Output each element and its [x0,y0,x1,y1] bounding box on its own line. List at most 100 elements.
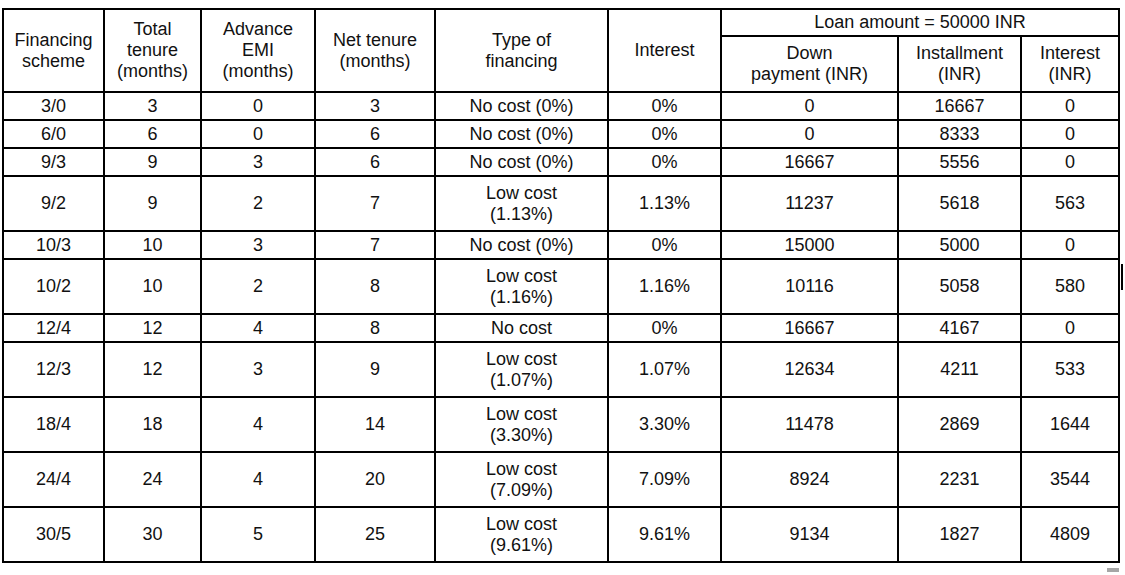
header-net-tenure: Net tenure (months) [315,9,435,92]
cell-installment: 2869 [898,397,1021,452]
cell-down-payment: 16667 [721,314,898,342]
financing-schemes-table: Financing scheme Total tenure (months) A… [2,8,1120,563]
cell-net-tenure: 9 [315,342,435,397]
cell-advance-emi: 4 [201,452,315,507]
cell-scheme: 3/0 [3,92,104,120]
header-row-1: Financing scheme Total tenure (months) A… [3,9,1119,36]
cell-interest: 1.07% [608,342,721,397]
header-installment: Installment (INR) [898,36,1021,92]
table-row: 9/3 9 3 6 No cost (0%) 0% 16667 5556 0 [3,148,1119,176]
cell-interest: 9.61% [608,507,721,562]
cell-advance-emi: 3 [201,148,315,176]
cell-scheme: 24/4 [3,452,104,507]
cell-installment: 4167 [898,314,1021,342]
cell-type: Low cost (3.30%) [435,397,608,452]
cell-interest-inr: 580 [1021,259,1119,314]
cell-installment: 8333 [898,120,1021,148]
cell-type: No cost (0%) [435,92,608,120]
cell-interest-inr: 563 [1021,176,1119,231]
cell-down-payment: 16667 [721,148,898,176]
cell-advance-emi: 4 [201,397,315,452]
cell-total-tenure: 12 [104,314,201,342]
cell-installment: 5000 [898,231,1021,259]
cell-interest: 0% [608,92,721,120]
cell-advance-emi: 0 [201,92,315,120]
cell-interest: 0% [608,148,721,176]
header-down-payment: Down payment (INR) [721,36,898,92]
header-total-tenure: Total tenure (months) [104,9,201,92]
cell-type: No cost [435,314,608,342]
cell-net-tenure: 20 [315,452,435,507]
cell-type: Low cost (1.07%) [435,342,608,397]
cell-down-payment: 8924 [721,452,898,507]
cell-interest-inr: 533 [1021,342,1119,397]
cell-net-tenure: 8 [315,259,435,314]
table-row: 18/4 18 4 14 Low cost (3.30%) 3.30% 1147… [3,397,1119,452]
cell-net-tenure: 6 [315,148,435,176]
cell-interest: 1.16% [608,259,721,314]
table-row: 24/4 24 4 20 Low cost (7.09%) 7.09% 8924… [3,452,1119,507]
header-advance-emi: Advance EMI (months) [201,9,315,92]
table-row: 3/0 3 0 3 No cost (0%) 0% 0 16667 0 [3,92,1119,120]
cell-down-payment: 12634 [721,342,898,397]
table-row: 12/3 12 3 9 Low cost (1.07%) 1.07% 12634… [3,342,1119,397]
cell-total-tenure: 12 [104,342,201,397]
cell-down-payment: 11237 [721,176,898,231]
cell-down-payment: 11478 [721,397,898,452]
cell-total-tenure: 24 [104,452,201,507]
cell-net-tenure: 7 [315,176,435,231]
cell-advance-emi: 0 [201,120,315,148]
cell-total-tenure: 30 [104,507,201,562]
cell-total-tenure: 10 [104,231,201,259]
header-financing-scheme: Financing scheme [3,9,104,92]
cell-scheme: 6/0 [3,120,104,148]
cell-total-tenure: 9 [104,148,201,176]
cell-type: Low cost (1.16%) [435,259,608,314]
cell-scheme: 30/5 [3,507,104,562]
cell-scheme: 12/4 [3,314,104,342]
header-interest: Interest [608,9,721,92]
cell-installment: 5556 [898,148,1021,176]
cell-interest-inr: 0 [1021,120,1119,148]
table-row: 10/2 10 2 8 Low cost (1.16%) 1.16% 10116… [3,259,1119,314]
cell-interest: 0% [608,120,721,148]
cell-net-tenure: 6 [315,120,435,148]
cell-total-tenure: 3 [104,92,201,120]
cell-net-tenure: 8 [315,314,435,342]
cell-type: Low cost (7.09%) [435,452,608,507]
cell-scheme: 10/2 [3,259,104,314]
cell-type: Low cost (9.61%) [435,507,608,562]
table-row: 30/5 30 5 25 Low cost (9.61%) 9.61% 9134… [3,507,1119,562]
cell-interest: 0% [608,314,721,342]
cell-down-payment: 0 [721,120,898,148]
cell-down-payment: 15000 [721,231,898,259]
resize-handle-artifact [1107,568,1119,572]
cell-down-payment: 10116 [721,259,898,314]
cell-interest-inr: 0 [1021,148,1119,176]
cell-scheme: 12/3 [3,342,104,397]
cell-type: No cost (0%) [435,148,608,176]
cell-net-tenure: 25 [315,507,435,562]
cell-net-tenure: 3 [315,92,435,120]
cell-interest-inr: 0 [1021,92,1119,120]
cell-advance-emi: 4 [201,314,315,342]
cell-installment: 2231 [898,452,1021,507]
cell-total-tenure: 10 [104,259,201,314]
cell-interest-inr: 1644 [1021,397,1119,452]
cell-advance-emi: 3 [201,342,315,397]
cell-advance-emi: 5 [201,507,315,562]
cell-installment: 16667 [898,92,1021,120]
cell-type: Low cost (1.13%) [435,176,608,231]
cell-type: No cost (0%) [435,231,608,259]
cell-net-tenure: 14 [315,397,435,452]
cell-advance-emi: 3 [201,231,315,259]
cell-total-tenure: 9 [104,176,201,231]
table-row: 6/0 6 0 6 No cost (0%) 0% 0 8333 0 [3,120,1119,148]
cursor-tick-artifact [1121,264,1123,290]
cell-interest: 7.09% [608,452,721,507]
header-type-of-financing: Type of financing [435,9,608,92]
cell-net-tenure: 7 [315,231,435,259]
cell-scheme: 10/3 [3,231,104,259]
table-row: 9/2 9 2 7 Low cost (1.13%) 1.13% 11237 5… [3,176,1119,231]
header-interest-inr: Interest (INR) [1021,36,1119,92]
